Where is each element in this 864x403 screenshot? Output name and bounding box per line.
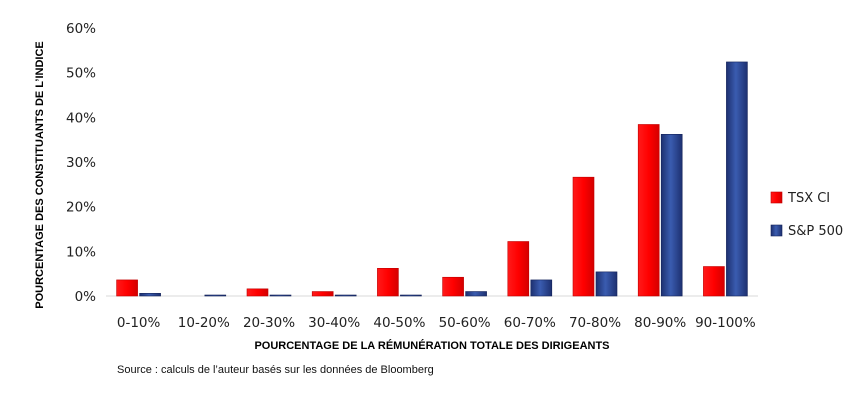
sp500-bar xyxy=(530,279,553,297)
bars xyxy=(116,61,748,297)
y-tick-label: 30% xyxy=(66,155,96,171)
y-tick-label: 60% xyxy=(66,21,96,37)
y-tick-label: 40% xyxy=(66,110,96,126)
tsx-ci-bar xyxy=(442,276,464,297)
sp500-bar xyxy=(400,294,422,297)
tsx-ci-bar xyxy=(311,291,334,297)
sp500-bar xyxy=(595,271,618,297)
x-tick-label: 40-50% xyxy=(373,315,425,331)
sp500-bar xyxy=(334,294,357,297)
source-note: Source : calculs de l’auteur basés sur l… xyxy=(117,364,434,376)
tsx-ci-bar xyxy=(703,266,725,297)
y-tick-label: 0% xyxy=(75,289,97,305)
y-axis-title: POURCENTAGE DES CONSTITUANTS DE L’INDICE xyxy=(34,41,46,308)
tsx-ci-bar xyxy=(377,268,399,297)
tsx-ci-bar xyxy=(572,176,595,297)
sp500-bar xyxy=(726,61,748,297)
y-tick-label: 10% xyxy=(66,244,96,260)
x-tick-label: 80-90% xyxy=(634,315,686,331)
legend-label: S&P 500 xyxy=(788,224,843,239)
sp500-bar xyxy=(269,294,292,297)
x-tick-label: 10-20% xyxy=(178,315,230,331)
y-axis-ticks: 0% 10% 20% 30% 40% 50% 60% xyxy=(66,21,96,305)
tsx-ci-bar xyxy=(507,241,530,297)
x-axis-title: POURCENTAGE DE LA RÉMUNÉRATION TOTALE DE… xyxy=(254,339,609,352)
sp500-bar xyxy=(465,291,487,297)
tsx-ci-bar xyxy=(246,288,269,297)
legend-swatch xyxy=(770,191,783,204)
x-tick-label: 70-80% xyxy=(569,315,621,331)
sp500-bar xyxy=(660,134,683,297)
x-tick-label: 60-70% xyxy=(504,315,556,331)
x-tick-label: 50-60% xyxy=(439,315,491,331)
tsx-ci-bar xyxy=(116,279,138,297)
y-tick-label: 20% xyxy=(66,200,96,216)
legend-swatch xyxy=(770,224,783,237)
x-tick-label: 90-100% xyxy=(695,315,756,331)
legend: TSX CI S&P 500 xyxy=(770,191,843,239)
x-tick-label: 20-30% xyxy=(243,315,295,331)
sp500-bar xyxy=(139,293,161,297)
tsx-ci-bar xyxy=(637,124,660,297)
x-tick-label: 0-10% xyxy=(117,315,161,331)
sp500-bar xyxy=(204,294,227,297)
x-tick-label: 30-40% xyxy=(308,315,360,331)
x-axis-ticks: 0-10% 10-20% 20-30% 30-40% 40-50% 50-60% 60-70… xyxy=(117,315,756,331)
y-tick-label: 50% xyxy=(66,66,96,82)
legend-label: TSX CI xyxy=(787,191,830,206)
